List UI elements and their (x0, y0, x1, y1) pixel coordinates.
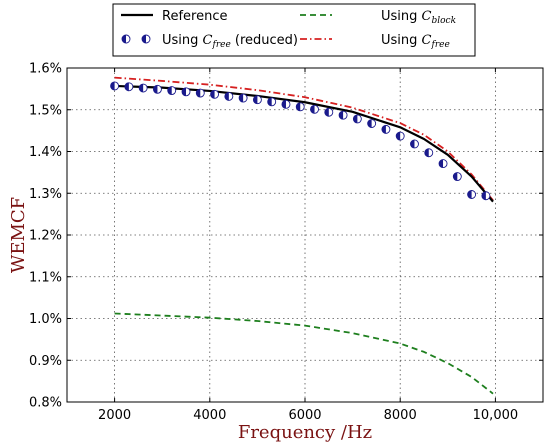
data-point (224, 91, 234, 101)
data-point (324, 107, 334, 117)
data-point (281, 99, 291, 109)
x-tick-label: 6000 (288, 408, 321, 423)
legend-label: Using Cblock (381, 9, 456, 26)
data-point (481, 191, 491, 201)
axis-ticks: 2000 4000 6000 8000 10,000 0.8% 0.9% 1.0% 1.1% 1.… (29, 62, 543, 423)
data-point (167, 86, 177, 95)
series-line-using-c-free (114, 76, 494, 201)
series-line-using-c-block (114, 312, 494, 395)
x-tick-label: 2000 (98, 408, 131, 423)
data-point (138, 83, 148, 93)
data-point (367, 119, 377, 128)
legend-label: Using Cfree (381, 33, 450, 50)
series-line-reference (114, 84, 494, 203)
data-point (210, 89, 220, 99)
data-point (195, 88, 205, 98)
data-point (295, 102, 305, 112)
y-tick-label: 0.9% (29, 354, 62, 369)
data-point (410, 139, 419, 149)
legend-item: Using Cfree (300, 33, 450, 50)
legend-label: Reference (162, 9, 227, 24)
y-tick-label: 1.4% (29, 145, 62, 160)
data-point (152, 84, 162, 94)
legend-box (112, 3, 476, 57)
data-point (124, 82, 134, 92)
legend-marker (141, 34, 151, 44)
y-tick-label: 1.5% (29, 103, 62, 118)
legend: Reference Using Cfree (reduced) Using Cblo… (112, 3, 476, 57)
grid (67, 67, 543, 403)
data-point (381, 124, 391, 134)
legend-marker (121, 34, 131, 44)
x-tick-label: 10,000 (473, 408, 519, 423)
y-tick-label: 1.0% (29, 312, 62, 327)
data-point (467, 190, 477, 199)
legend-item: Reference (121, 9, 227, 24)
y-tick-label: 1.1% (29, 270, 62, 285)
x-tick-label: 8000 (384, 408, 417, 423)
y-tick-label: 1.6% (29, 62, 62, 77)
x-tick-label: 4000 (193, 408, 226, 423)
data-point (352, 114, 362, 124)
data-point (181, 87, 191, 97)
data-point (338, 110, 348, 120)
y-axis-label: WEMCF (8, 197, 29, 273)
data-point (238, 93, 248, 103)
data-point (452, 172, 462, 182)
data-point (252, 95, 262, 105)
y-tick-label: 1.2% (29, 229, 62, 244)
data-point (110, 81, 120, 91)
data-point (310, 104, 319, 114)
y-tick-label: 1.3% (29, 187, 62, 202)
data-point (438, 159, 448, 169)
x-axis-label: Frequency /Hz (238, 422, 372, 443)
series-using-c-free-reduced (110, 81, 491, 201)
data-point (267, 97, 277, 107)
legend-item: Using Cfree (reduced) (121, 33, 298, 50)
series-layer (110, 76, 494, 395)
legend-item: Using Cblock (300, 9, 456, 26)
data-point (424, 148, 434, 158)
y-tick-label: 0.8% (29, 396, 62, 411)
legend-label: Using Cfree (reduced) (162, 33, 298, 50)
data-point (395, 131, 405, 141)
